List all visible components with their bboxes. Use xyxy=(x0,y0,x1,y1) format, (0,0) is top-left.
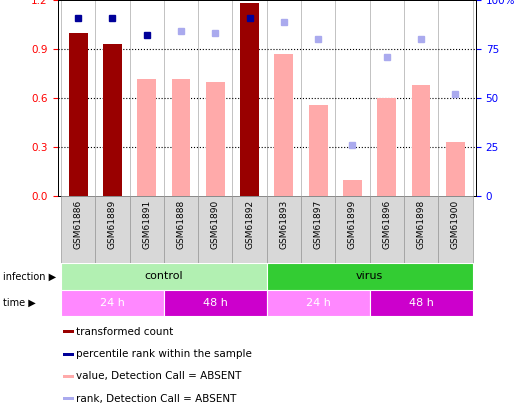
Bar xyxy=(370,290,472,316)
Bar xyxy=(63,353,74,356)
Bar xyxy=(95,196,130,263)
Bar xyxy=(267,263,472,290)
Text: GSM61893: GSM61893 xyxy=(279,200,288,249)
Bar xyxy=(63,375,74,378)
Bar xyxy=(69,33,87,196)
Bar xyxy=(412,85,430,196)
Bar xyxy=(61,263,267,290)
Text: GSM61888: GSM61888 xyxy=(176,200,186,249)
Bar xyxy=(61,196,95,263)
Bar xyxy=(301,196,335,263)
Bar xyxy=(404,196,438,263)
Bar xyxy=(267,196,301,263)
Bar xyxy=(103,44,122,196)
Bar xyxy=(309,105,327,196)
Bar xyxy=(206,82,225,196)
Text: GSM61896: GSM61896 xyxy=(382,200,391,249)
Bar xyxy=(275,54,293,196)
Bar xyxy=(198,196,232,263)
Text: GSM61897: GSM61897 xyxy=(314,200,323,249)
Text: GSM61892: GSM61892 xyxy=(245,200,254,249)
Bar xyxy=(446,143,465,196)
Text: value, Detection Call = ABSENT: value, Detection Call = ABSENT xyxy=(75,371,241,382)
Bar xyxy=(335,196,370,263)
Bar xyxy=(267,290,370,316)
Text: GSM61890: GSM61890 xyxy=(211,200,220,249)
Text: GSM61889: GSM61889 xyxy=(108,200,117,249)
Bar xyxy=(438,196,472,263)
Text: 48 h: 48 h xyxy=(203,298,228,308)
Text: transformed count: transformed count xyxy=(75,327,173,337)
Text: GSM61886: GSM61886 xyxy=(74,200,83,249)
Bar xyxy=(63,330,74,333)
Text: virus: virus xyxy=(356,271,383,281)
Bar xyxy=(370,196,404,263)
Bar xyxy=(232,196,267,263)
Text: GSM61891: GSM61891 xyxy=(142,200,151,249)
Text: GSM61898: GSM61898 xyxy=(416,200,426,249)
Bar xyxy=(137,79,156,196)
Text: percentile rank within the sample: percentile rank within the sample xyxy=(75,349,252,359)
Bar xyxy=(61,290,164,316)
Text: GSM61900: GSM61900 xyxy=(451,200,460,249)
Text: GSM61899: GSM61899 xyxy=(348,200,357,249)
Bar xyxy=(130,196,164,263)
Text: control: control xyxy=(144,271,183,281)
Text: rank, Detection Call = ABSENT: rank, Detection Call = ABSENT xyxy=(75,394,236,404)
Bar xyxy=(172,79,190,196)
Bar xyxy=(343,180,362,196)
Bar xyxy=(164,196,198,263)
Text: 24 h: 24 h xyxy=(306,298,331,308)
Bar xyxy=(164,290,267,316)
Text: infection ▶: infection ▶ xyxy=(3,271,56,281)
Bar xyxy=(63,397,74,400)
Text: 48 h: 48 h xyxy=(408,298,434,308)
Bar xyxy=(377,98,396,196)
Text: 24 h: 24 h xyxy=(100,298,125,308)
Text: time ▶: time ▶ xyxy=(3,298,36,308)
Bar xyxy=(240,3,259,196)
